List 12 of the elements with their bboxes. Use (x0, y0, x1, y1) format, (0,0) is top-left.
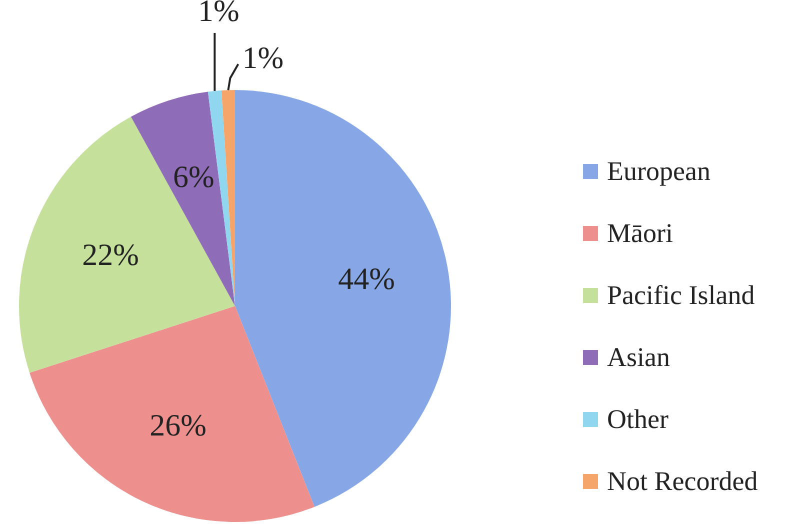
data-label: 6% (172, 158, 214, 194)
legend-label: Māori (607, 218, 673, 248)
data-label: 22% (82, 236, 139, 272)
legend-label: Asian (607, 342, 670, 372)
legend-label: Not Recorded (607, 466, 758, 496)
data-label: 1% (242, 40, 284, 76)
legend-label: Other (607, 404, 668, 434)
data-label: 44% (338, 261, 395, 296)
legend-label: European (607, 156, 710, 186)
legend-label: Pacific Island (607, 280, 755, 310)
data-label: 1% (198, 0, 240, 28)
data-label: 26% (150, 407, 206, 442)
